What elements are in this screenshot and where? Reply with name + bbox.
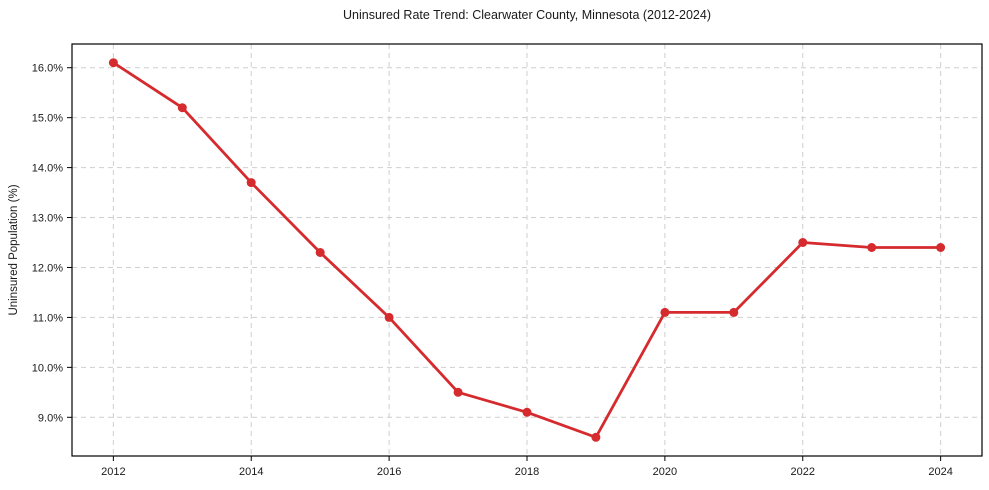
data-point-marker bbox=[246, 178, 256, 188]
x-tick-label: 2014 bbox=[239, 466, 263, 478]
x-tick-label: 2020 bbox=[653, 466, 677, 478]
data-point-marker bbox=[177, 103, 187, 113]
data-point-marker bbox=[591, 432, 601, 442]
data-point-marker bbox=[798, 238, 808, 247]
data-point-marker bbox=[453, 387, 463, 397]
y-tick-label: 15.0% bbox=[32, 113, 63, 125]
y-tick-label: 9.0% bbox=[38, 412, 63, 424]
data-point-marker bbox=[522, 407, 532, 417]
y-tick-label: 10.0% bbox=[32, 362, 63, 374]
y-tick-label: 16.0% bbox=[32, 63, 63, 75]
y-tick-label: 14.0% bbox=[32, 163, 63, 175]
data-point-marker bbox=[867, 243, 877, 252]
data-point-marker bbox=[936, 243, 946, 252]
data-point-marker bbox=[660, 307, 670, 317]
y-axis-label: Uninsured Population (%) bbox=[8, 184, 20, 316]
x-tick-label: 2022 bbox=[791, 466, 815, 478]
y-tick-label: 11.0% bbox=[33, 312, 64, 324]
data-point-marker bbox=[315, 248, 325, 257]
x-tick-label: 2012 bbox=[101, 466, 125, 478]
x-tick-label: 2016 bbox=[377, 466, 401, 478]
x-tick-label: 2018 bbox=[515, 466, 539, 478]
chart-title: Uninsured Rate Trend: Clearwater County,… bbox=[342, 8, 712, 22]
data-point-marker bbox=[384, 312, 394, 322]
y-tick-label: 12.0% bbox=[32, 262, 63, 274]
y-tick-label: 13.0% bbox=[32, 213, 63, 225]
data-point-marker bbox=[729, 307, 739, 317]
x-tick-label: 2024 bbox=[928, 466, 952, 478]
plot-border bbox=[71, 43, 983, 457]
data-point-marker bbox=[108, 58, 118, 68]
